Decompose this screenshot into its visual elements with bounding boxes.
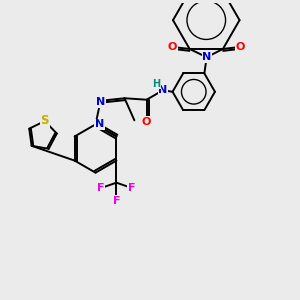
Text: O: O [168, 43, 177, 52]
Text: N: N [202, 52, 211, 62]
Text: O: O [235, 43, 245, 52]
Text: F: F [113, 196, 120, 206]
Text: H: H [152, 79, 160, 89]
Text: N: N [96, 97, 105, 107]
Text: F: F [128, 183, 136, 193]
Text: S: S [40, 114, 49, 127]
Text: N: N [158, 85, 167, 95]
Text: O: O [142, 116, 151, 127]
Text: N: N [95, 119, 104, 129]
Text: F: F [98, 183, 105, 193]
